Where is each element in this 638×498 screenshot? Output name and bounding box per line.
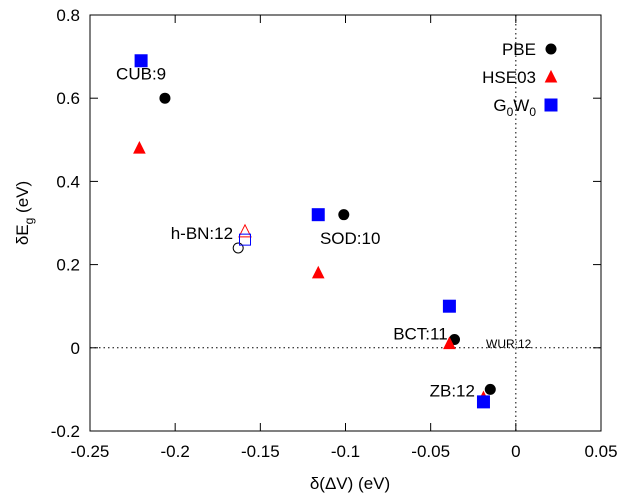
data-point-triangle xyxy=(133,141,146,154)
x-tick-label: 0.05 xyxy=(584,442,617,461)
legend-marker-circle xyxy=(545,43,557,55)
point-annotation: CUB:9 xyxy=(116,64,166,83)
data-point-circle xyxy=(159,92,171,104)
point-annotation: WUR:12 xyxy=(486,337,532,351)
x-tick-label: -0.25 xyxy=(71,442,110,461)
y-tick-label: 0.2 xyxy=(56,256,80,275)
point-annotation: SOD:10 xyxy=(320,229,380,248)
reference-lines xyxy=(90,15,601,431)
y-axis-label-sub: g xyxy=(22,218,36,225)
plot-frame xyxy=(89,14,602,432)
point-annotation: BCT:11 xyxy=(393,324,448,343)
y-tick-label: 0.8 xyxy=(56,6,80,25)
y-axis-label-base: δE xyxy=(13,224,32,245)
y-tick-label: 0.4 xyxy=(56,172,80,191)
x-tick-label: -0.2 xyxy=(161,442,190,461)
legend-label: HSE03 xyxy=(482,68,536,87)
x-tick-label: -0.1 xyxy=(331,442,360,461)
y-axis-label-unit: (eV) xyxy=(13,181,32,218)
legend-label: PBE xyxy=(502,40,536,59)
data-point-circle xyxy=(232,242,244,254)
legend: PBE HSE03 G0W0 xyxy=(482,40,558,119)
data-point-square xyxy=(239,233,252,246)
point-annotation: h-BN:12 xyxy=(171,224,233,243)
legend-marker-triangle xyxy=(544,69,558,83)
y-tick-label: 0 xyxy=(71,339,80,358)
tick-labels: -0.25 -0.2 -0.15 -0.1 -0.05 0 0.05-0.200.20.40… xyxy=(51,6,618,461)
axis-labels: δ(ΔV) (eV) δEg (eV) xyxy=(13,181,390,493)
x-tick-label: -0.15 xyxy=(241,442,280,461)
data-point-square xyxy=(476,395,490,409)
data-point-triangle xyxy=(311,265,325,279)
legend-marker-square xyxy=(544,98,558,112)
data-point-square xyxy=(134,54,148,68)
data-point-square xyxy=(442,299,456,313)
data-markers xyxy=(133,54,496,409)
x-axis-label: δ(ΔV) (eV) xyxy=(310,474,390,493)
data-point-square xyxy=(311,208,325,222)
y-tick-label: -0.2 xyxy=(51,422,80,441)
y-axis-label: δEg (eV) xyxy=(13,181,36,245)
data-point-triangle xyxy=(238,223,252,238)
data-point-circle xyxy=(338,209,350,221)
point-annotation: ZB:12 xyxy=(430,381,475,400)
x-tick-label: -0.05 xyxy=(411,442,450,461)
x-tick-label: 0 xyxy=(511,442,520,461)
legend-label: G0W0 xyxy=(493,96,536,119)
point-annotations: CUB:9 h-BN:12 SOD:10 BCT:11 WUR:12 ZB:12 xyxy=(116,64,532,400)
data-point-triangle xyxy=(443,336,456,350)
data-point-circle xyxy=(484,383,496,395)
y-tick-label: 0.6 xyxy=(56,89,80,108)
